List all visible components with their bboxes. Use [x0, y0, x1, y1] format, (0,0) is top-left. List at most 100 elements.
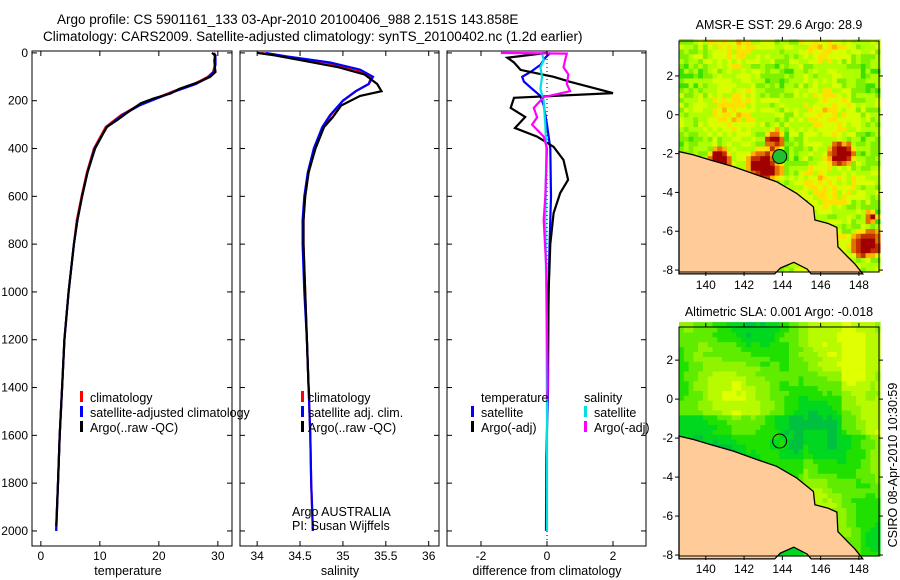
argo-float-marker — [772, 433, 788, 449]
difference-legend: temperature satellite Argo(-adj) salinit… — [471, 391, 650, 435]
x-tick-label: 34.5 — [288, 549, 312, 563]
y-tick-label: 400 — [8, 142, 28, 156]
salinity-legend: climatology satellite adj. clim. Argo(..… — [301, 391, 403, 435]
legend-label-satellite: satellite adj. clim. — [308, 406, 403, 420]
legend-label-climatology: climatology — [308, 391, 371, 405]
lat-tick-label: -4 — [662, 470, 673, 484]
lon-tick-label: 140 — [696, 562, 716, 576]
series-line-climatology — [261, 51, 373, 531]
lon-tick-label: 144 — [772, 562, 792, 576]
series-line-satellite-adj-clim- — [265, 51, 375, 531]
legend-swatch-argo — [301, 421, 304, 432]
lat-tick-label: -2 — [662, 147, 673, 161]
sst-map-title: AMSR-E SST: 29.6 Argo: 28.9 — [696, 18, 863, 32]
legend-label-satellite: satellite-adjusted climatology — [90, 406, 251, 420]
salinity-panel: salinity climatology satellite adj. clim… — [239, 50, 440, 578]
series-line-salinity-argo-adj- — [500, 51, 572, 400]
lon-tick-label: 140 — [696, 278, 716, 292]
legend-title-salinity: salinity — [584, 391, 623, 405]
x-tick-label: 30 — [211, 549, 225, 563]
legend-label-argo: Argo(..raw -QC) — [308, 421, 396, 435]
lon-tick-label: 148 — [849, 278, 869, 292]
difference-panel: difference from climatology temperature … — [446, 50, 650, 578]
lon-tick-label: 148 — [849, 562, 869, 576]
lat-tick-label: -8 — [662, 548, 673, 562]
x-tick-label: -2 — [476, 549, 487, 563]
legend-swatch-satellite — [80, 406, 83, 417]
x-tick-label: 20 — [152, 549, 166, 563]
legend-label-sal-satellite: satellite — [594, 406, 636, 420]
lat-tick-label: -2 — [662, 431, 673, 445]
credit-line2: PI: Susan Wijffels — [292, 519, 390, 533]
land-coastline — [678, 435, 865, 560]
legend-swatch-sal-satellite — [584, 406, 587, 417]
credit-line1: Argo AUSTRALIA — [292, 505, 391, 519]
lon-tick-label: 146 — [811, 562, 831, 576]
lon-tick-label: 144 — [772, 278, 792, 292]
lon-tick-label: 142 — [734, 562, 754, 576]
land-coastline — [678, 150, 865, 275]
y-tick-label: 600 — [8, 189, 28, 203]
x-tick-label: 10 — [93, 549, 107, 563]
lat-tick-label: -6 — [662, 509, 673, 523]
lat-tick-label: -8 — [662, 263, 673, 277]
series-line-argo-raw-qc- — [55, 51, 217, 527]
y-tick-label: 1200 — [1, 333, 28, 347]
x-tick-label: 35 — [336, 549, 350, 563]
temperature-legend: climatology satellite-adjusted climatolo… — [80, 391, 251, 435]
lat-tick-label: 2 — [666, 69, 673, 83]
y-tick-label: 200 — [8, 94, 28, 108]
lat-tick-label: 2 — [666, 353, 673, 367]
temperature-xlabel: temperature — [94, 564, 161, 578]
lat-tick-label: -4 — [662, 185, 673, 199]
series-line-temperature-argo-adj- — [504, 51, 614, 388]
difference-xlabel: difference from climatology — [472, 564, 622, 578]
legend-swatch-temp-argo — [471, 421, 474, 432]
map-frame — [678, 40, 880, 273]
legend-title-temperature: temperature — [481, 391, 548, 405]
y-tick-label: 1400 — [1, 381, 28, 395]
series-line-argo-raw-qc- — [257, 51, 384, 400]
figure-title-line2: Climatology: CARS2009. Satellite-adjuste… — [43, 29, 583, 44]
y-tick-label: 1000 — [1, 285, 28, 299]
legend-label-climatology: climatology — [90, 391, 153, 405]
y-tick-label: 1800 — [1, 476, 28, 490]
lat-tick-label: 0 — [666, 108, 673, 122]
sla-map: Altimetric SLA: 0.001 Argo: -0.018 140 14… — [662, 305, 883, 576]
y-tick-label: 0 — [21, 46, 28, 60]
y-tick-label: 2000 — [1, 524, 28, 538]
legend-label-temp-argo: Argo(-adj) — [481, 421, 537, 435]
x-tick-label: 34 — [250, 549, 264, 563]
map-frame — [678, 326, 880, 557]
legend-swatch-satellite — [301, 406, 304, 417]
x-tick-label: 2 — [610, 549, 617, 563]
legend-swatch-argo — [80, 421, 83, 432]
x-tick-label: 36 — [422, 549, 436, 563]
lon-tick-label: 146 — [811, 278, 831, 292]
temperature-panel: temperature climatology satellite-adjust… — [1, 46, 250, 578]
x-tick-label: 35.5 — [374, 549, 398, 563]
series-line-satellite-adjusted-climatology — [55, 52, 217, 531]
argo-float-marker — [772, 149, 788, 165]
legend-label-sal-argo: Argo(-adj) — [594, 421, 650, 435]
legend-label-argo: Argo(..raw -QC) — [90, 421, 178, 435]
salinity-axes-frame — [239, 50, 440, 547]
timestamp-label: CSIRO 08-Apr-2010 10:30:59 — [886, 383, 900, 548]
sst-map: AMSR-E SST: 29.6 Argo: 28.9 140 142 144 146… — [662, 18, 883, 292]
temperature-axes-frame — [31, 50, 233, 547]
figure-title-line1: Argo profile: CS 5901161_133 03-Apr-2010… — [57, 12, 518, 27]
legend-swatch-climatology — [301, 391, 304, 402]
legend-swatch-sal-argo — [584, 421, 587, 432]
lon-tick-label: 142 — [734, 278, 754, 292]
legend-swatch-temp-satellite — [471, 406, 474, 417]
lat-tick-label: -6 — [662, 224, 673, 238]
x-tick-label: 0 — [38, 549, 45, 563]
lat-tick-label: 0 — [666, 392, 673, 406]
y-tick-label: 800 — [8, 237, 28, 251]
salinity-xlabel: salinity — [321, 564, 360, 578]
sla-map-title: Altimetric SLA: 0.001 Argo: -0.018 — [685, 305, 873, 319]
series-line-climatology — [55, 52, 216, 531]
y-tick-label: 1600 — [1, 428, 28, 442]
legend-swatch-climatology — [80, 391, 83, 402]
